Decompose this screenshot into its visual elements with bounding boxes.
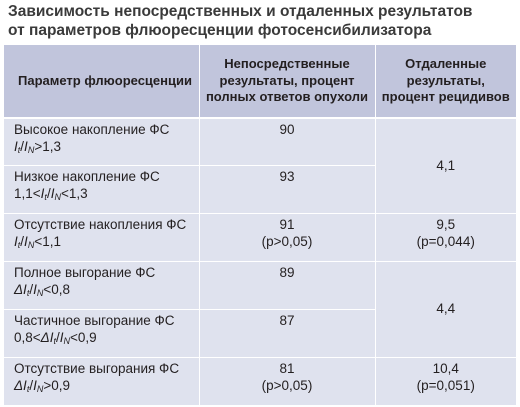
parameter-cell: Высокое накопление ФС It/IN>1,3 — [4, 118, 200, 167]
header-remote-line-2: результаты, — [406, 72, 485, 88]
table-body: Высокое накопление ФС It/IN>1,3 90 4,1 Н… — [4, 118, 516, 406]
immediate-p-value: (p>0,05) — [261, 233, 313, 249]
header-immediate-line-2: результаты, процент — [219, 72, 355, 88]
immediate-cell: 93 — [199, 165, 376, 215]
remote-p-value: (p=0,051) — [416, 377, 475, 393]
parameter-cell: Частичное выгорание ФС 0,8<ΔIt/IN<0,9 — [4, 309, 200, 359]
header-immediate-line-1: Непосредственные — [224, 56, 350, 72]
table-header: Параметр флюоресценции Непосредственные … — [4, 45, 516, 119]
immediate-value: 89 — [279, 265, 295, 281]
immediate-cell: 89 — [199, 261, 376, 311]
remote-value: 4,1 — [436, 157, 456, 173]
parameter-formula: 1,1<It/IN<1,3 — [14, 185, 88, 202]
parameter-formula: ΔIt/IN>0,9 — [14, 377, 71, 394]
header-remote-line-1: Отдаленные — [405, 56, 487, 72]
parameter-formula: ΔIt/IN<0,8 — [14, 281, 71, 298]
remote-p-value: (p=0,044) — [416, 233, 475, 249]
parameter-cell: Отсутствие накопления ФС It/IN<1,1 — [4, 213, 200, 263]
immediate-cell: 90 — [199, 118, 376, 167]
immediate-value: 81 — [279, 361, 295, 377]
remote-cell-group-4: 10,4 (p=0,051) — [375, 357, 516, 406]
table-row: Низкое накопление ФС 1,1<It/IN<1,3 93 — [4, 165, 516, 215]
immediate-value: 91 — [279, 217, 295, 233]
parameter-label: Отсутствие выгорания ФС — [14, 361, 180, 377]
remote-value: 9,5 — [436, 217, 456, 233]
parameter-formula: It/IN>1,3 — [14, 138, 61, 155]
immediate-value: 93 — [279, 169, 295, 185]
header-immediate-line-3: полных ответов опухоли — [205, 89, 369, 105]
results-table-container: Параметр флюоресценции Непосредственные … — [4, 45, 516, 406]
parameter-label: Высокое накопление ФС — [14, 122, 170, 137]
parameter-formula: 0,8<ΔIt/IN<0,9 — [14, 329, 97, 346]
remote-cell-group-3: 4,4 — [375, 261, 516, 359]
parameter-cell: Низкое накопление ФС 1,1<It/IN<1,3 — [4, 165, 200, 215]
parameter-formula: It/IN<1,1 — [14, 233, 61, 250]
table-row: Частичное выгорание ФС 0,8<ΔIt/IN<0,9 87 — [4, 309, 516, 359]
header-immediate-results: Непосредственные результаты, процент пол… — [199, 45, 376, 119]
immediate-cell: 87 — [199, 309, 376, 359]
parameter-cell: Отсутствие выгорания ФС ΔIt/IN>0,9 — [4, 357, 200, 406]
table-row: Полное выгорание ФС ΔIt/IN<0,8 89 4,4 — [4, 261, 516, 359]
table-row: Отсутствие накопления ФС It/IN<1,1 91 (p… — [4, 213, 516, 263]
table-title: Зависимость непосредственных и отдаленны… — [8, 2, 514, 40]
immediate-value: 90 — [279, 122, 295, 137]
immediate-p-value: (p>0,05) — [261, 377, 313, 393]
immediate-cell: 91 (p>0,05) — [199, 213, 376, 263]
parameter-label: Полное выгорание ФС — [14, 265, 156, 281]
header-remote-results: Отдаленные результаты, процент рецидивов — [375, 45, 516, 119]
header-row: Параметр флюоресценции Непосредственные … — [4, 45, 516, 119]
remote-value: 4,4 — [436, 301, 456, 317]
table-row: Высокое накопление ФС It/IN>1,3 90 4,1 — [4, 118, 516, 215]
table-row: Отсутствие выгорания ФС ΔIt/IN>0,9 81 (p… — [4, 357, 516, 406]
parameter-cell: Полное выгорание ФС ΔIt/IN<0,8 — [4, 261, 200, 311]
header-remote-line-3: процент рецидивов — [381, 89, 510, 105]
results-table: Параметр флюоресценции Непосредственные … — [4, 45, 516, 406]
immediate-value: 87 — [279, 313, 295, 329]
immediate-cell: 81 (p>0,05) — [199, 357, 376, 406]
title-line-1: Зависимость непосредственных и отдаленны… — [8, 3, 473, 20]
header-parameter: Параметр флюоресценции — [4, 45, 200, 119]
parameter-label: Низкое накопление ФС — [14, 169, 160, 185]
remote-cell-group-1: 4,1 — [375, 118, 516, 215]
parameter-label: Отсутствие накопления ФС — [14, 217, 187, 233]
parameter-label: Частичное выгорание ФС — [14, 313, 175, 329]
remote-cell-group-2: 9,5 (p=0,044) — [375, 213, 516, 263]
title-line-2: от параметров флюоресценции фотосенсибил… — [8, 22, 432, 39]
remote-value: 10,4 — [432, 361, 459, 377]
